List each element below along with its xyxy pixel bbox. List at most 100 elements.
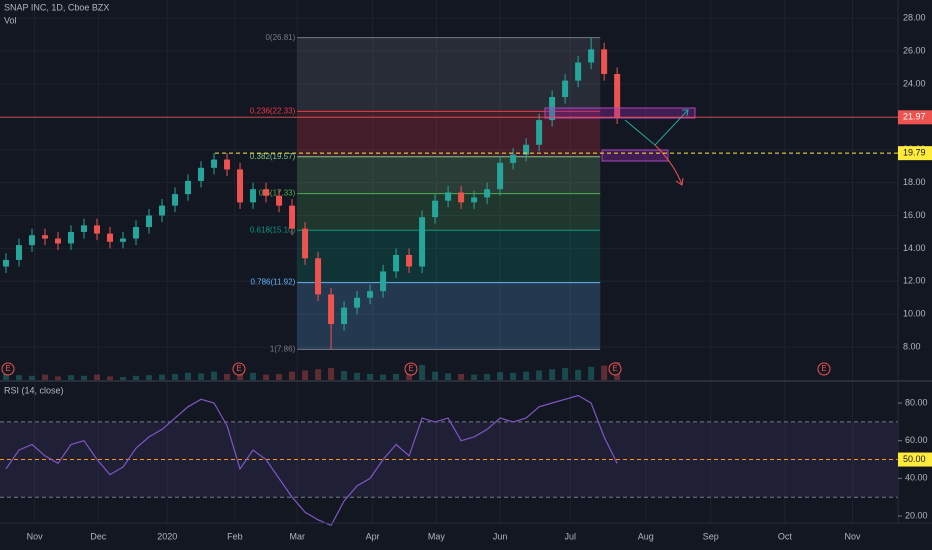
candle-body — [159, 205, 166, 216]
volume-bar — [445, 373, 452, 380]
volume-bar — [107, 376, 114, 380]
arrow-head — [675, 177, 684, 186]
candle-body — [536, 120, 543, 145]
volume-bar — [510, 372, 517, 380]
candle-body — [445, 192, 452, 201]
volume-bar — [536, 370, 543, 380]
candle-body — [133, 227, 140, 239]
fib-zone — [297, 282, 601, 350]
volume-bar — [185, 372, 192, 380]
volume-bar — [172, 374, 179, 380]
level-label: 19.79 — [903, 148, 926, 158]
fib-label: 0.618(15.10) — [250, 225, 296, 234]
candle-body — [341, 307, 348, 325]
volume-label: Vol — [4, 15, 17, 25]
candle-body — [250, 189, 257, 203]
y-tick-label: 14.00 — [903, 243, 926, 253]
volume-bar — [67, 375, 74, 380]
x-tick-label: Sep — [703, 531, 719, 541]
volume-bar — [588, 366, 595, 380]
candle-body — [575, 62, 582, 81]
x-tick-label: Dec — [90, 531, 107, 541]
volume-bar — [380, 374, 387, 380]
last-price-label: 21.97 — [903, 112, 926, 122]
candle-body — [549, 97, 556, 121]
candle-body — [354, 297, 361, 308]
candle-body — [419, 217, 426, 267]
candle-body — [67, 231, 74, 244]
fib-label: 0.786(11.92) — [250, 278, 295, 287]
earnings-label: E — [821, 364, 826, 373]
volume-bar — [159, 374, 166, 380]
candle-body — [406, 254, 413, 267]
zone-box — [601, 149, 669, 162]
x-tick-label: Apr — [366, 531, 380, 541]
candle-body — [367, 291, 374, 298]
candle-body — [94, 225, 101, 234]
zone-box — [544, 107, 696, 119]
y-tick-label: 8.00 — [903, 341, 921, 351]
fib-label: 1(7.86) — [270, 345, 296, 354]
candle-body — [54, 238, 61, 244]
fib-zone — [297, 230, 601, 283]
volume-bar — [549, 369, 556, 380]
volume-bar — [471, 374, 478, 380]
earnings-label: E — [408, 364, 413, 373]
volume-bar — [315, 369, 322, 380]
volume-bar — [328, 368, 335, 380]
candle-body — [224, 159, 231, 170]
volume-bar — [406, 372, 413, 380]
x-tick-label: Aug — [638, 531, 654, 541]
volume-bar — [575, 369, 582, 380]
volume-bar — [120, 377, 127, 380]
y-tick-label: 26.00 — [903, 45, 926, 55]
volume-bar — [523, 371, 530, 380]
candle-body — [81, 225, 88, 232]
volume-bar — [224, 374, 231, 380]
volume-bar — [146, 375, 153, 380]
x-tick-label: Oct — [778, 531, 793, 541]
volume-bar — [54, 376, 61, 380]
candle-body — [302, 228, 309, 259]
fib-label: 0.5(17.33) — [259, 189, 296, 198]
candle-body — [198, 167, 205, 181]
candle-body — [471, 197, 478, 203]
volume-bar — [484, 374, 491, 380]
volume-bar — [393, 374, 400, 380]
candle-body — [588, 49, 595, 63]
volume-bar — [276, 374, 283, 380]
candle-body — [15, 245, 22, 260]
volume-bar — [2, 374, 9, 380]
level-tag — [898, 146, 932, 161]
fib-label: 0.236(22.33) — [250, 106, 296, 115]
candle-body — [562, 80, 569, 98]
earnings-label: E — [236, 364, 241, 373]
candle-body — [120, 238, 127, 242]
volume-bar — [354, 372, 361, 380]
volume-bar — [198, 373, 205, 380]
volume-bar — [94, 374, 101, 380]
volume-bar — [302, 370, 309, 380]
candle-body — [380, 271, 387, 292]
rsi-mid-label: 50.00 — [903, 454, 926, 464]
volume-bar — [28, 375, 35, 380]
rsi-tick-label: 80.00 — [905, 397, 928, 407]
earnings-marker — [817, 362, 831, 376]
candle-body — [107, 233, 114, 242]
candle-body — [289, 205, 296, 229]
volume-bar — [289, 371, 296, 380]
rsi-tick-label: 20.00 — [905, 510, 928, 520]
rsi-line — [5, 394, 618, 527]
candle-body — [276, 195, 283, 206]
fib-label: 0(26.81) — [265, 33, 295, 42]
candle-body — [484, 189, 491, 198]
projection-arrow — [654, 144, 683, 186]
earnings-marker — [404, 362, 418, 376]
volume-bar — [562, 368, 569, 380]
candle-body — [432, 200, 439, 218]
candle-body — [28, 235, 35, 246]
fib-zone — [297, 156, 601, 194]
y-tick-label: 10.00 — [903, 309, 926, 319]
